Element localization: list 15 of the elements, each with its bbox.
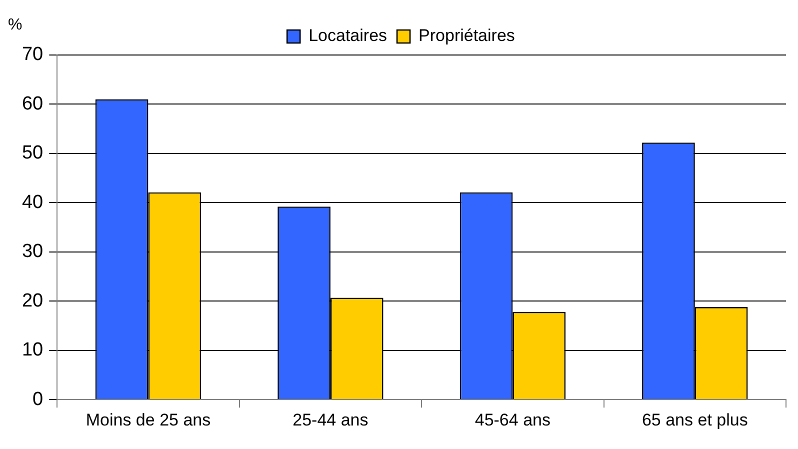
x-tick-label: Moins de 25 ans xyxy=(86,410,211,430)
y-tick-label: 70 xyxy=(22,44,44,66)
y-tick-label: 10 xyxy=(22,340,44,361)
y-tick-label: 50 xyxy=(22,142,44,164)
y-tick-label: 30 xyxy=(22,241,44,262)
x-tick-label: 65 ans et plus xyxy=(642,410,748,430)
y-tick-label: 60 xyxy=(22,93,44,114)
legend-label: Locataires xyxy=(308,26,388,46)
x-tick-label: 45-64 ans xyxy=(474,410,550,430)
y-tick-label: 40 xyxy=(22,192,44,213)
y-tick-label: 20 xyxy=(22,290,44,312)
x-tick-label: 25-44 ans xyxy=(292,410,368,430)
legend-label: Propriétaires xyxy=(418,26,515,46)
y-axis-title: % xyxy=(8,16,22,34)
y-tick-label: 0 xyxy=(32,388,44,410)
